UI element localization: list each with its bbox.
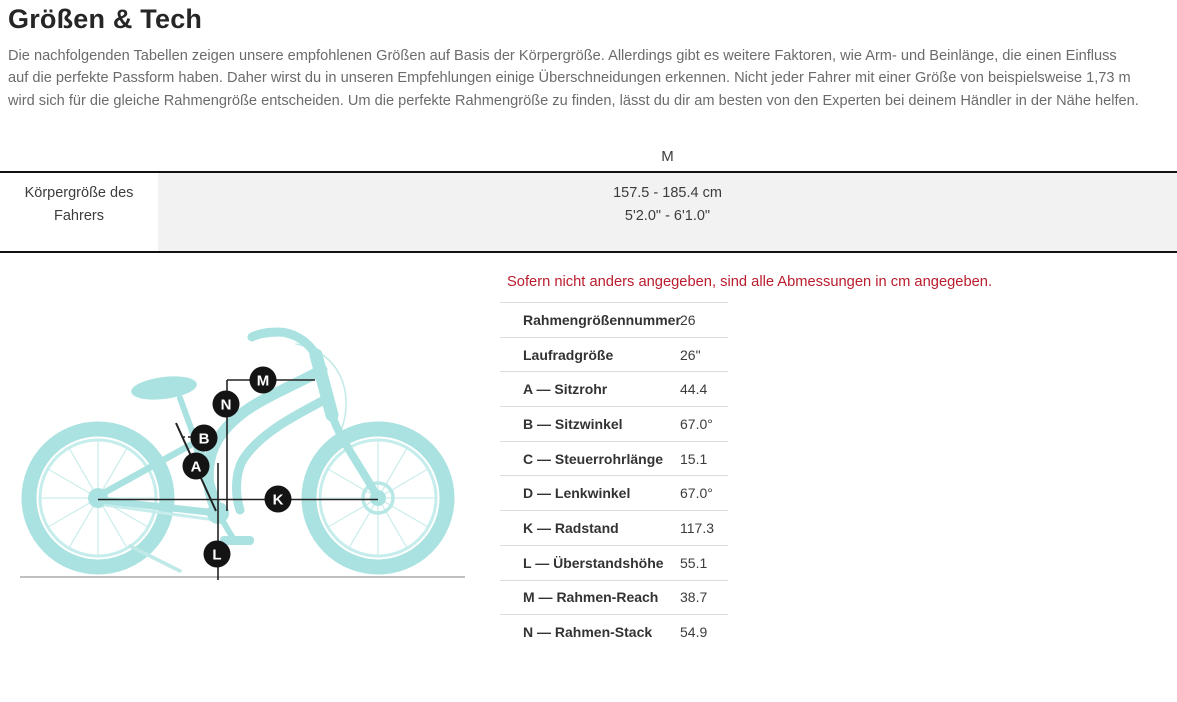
geometry-row-label: Laufradgröße: [523, 346, 614, 363]
rider-height-cm: 157.5 - 185.4 cm: [613, 185, 722, 201]
geometry-row-label: K — Radstand: [523, 519, 619, 536]
geometry-row-value: 55.1: [680, 554, 708, 571]
bike-silhouette: [21, 327, 455, 575]
geometry-row-value: 67.0°: [680, 415, 713, 432]
table-row: M — Rahmen-Reach 38.7: [500, 579, 728, 615]
geometry-row-label: M — Rahmen-Reach: [523, 589, 659, 606]
measurement-badges: M N B A K L: [182, 366, 292, 568]
table-row: N — Rahmen-Stack 54.9: [500, 614, 728, 649]
geometry-row-label: Rahmengrößennummer: [523, 311, 681, 328]
geometry-row-label: N — Rahmen-Stack: [523, 624, 653, 641]
geometry-row-value: 26: [680, 311, 696, 328]
table-row: L — Überstandshöhe 55.1: [500, 544, 728, 580]
intro-paragraph: Die nachfolgenden Tabellen zeigen unsere…: [8, 48, 1139, 109]
table-row: A — Sitzrohr 44.4: [500, 371, 728, 406]
table-row: B — Sitzwinkel 67.0°: [500, 406, 728, 441]
geometry-row-value: 38.7: [680, 589, 708, 606]
badge-a: A: [191, 459, 202, 476]
size-column-header: M: [661, 147, 674, 165]
geometry-row-label: B — Sitzwinkel: [523, 415, 623, 432]
rider-size-table-header: M: [0, 141, 1177, 171]
geometry-row-label: C — Steuerrohrlänge: [523, 450, 664, 467]
table-row: C — Steuerrohrlänge 15.1: [500, 440, 728, 476]
rider-size-table: M Körpergröße des Fahrers 157.5 - 185.4 …: [0, 141, 1177, 253]
geometry-row-value: 67.0°: [680, 485, 713, 502]
rider-height-value: 157.5 - 185.4 cm 5'2.0" - 6'1.0": [158, 173, 1177, 251]
badge-b: B: [199, 431, 210, 448]
geometry-row-label: D — Lenkwinkel: [523, 485, 631, 502]
table-row: D — Lenkwinkel 67.0°: [500, 475, 728, 510]
badge-n: N: [221, 397, 232, 414]
bike-geometry-diagram: M N B A K L: [20, 327, 465, 580]
geometry-row-value: 117.3: [680, 519, 714, 536]
table-row: Rahmengrößennummer 26: [500, 302, 728, 337]
table-row: K — Radstand 117.3: [500, 510, 728, 545]
table-row: Laufradgröße 26": [500, 336, 728, 372]
geometry-row-value: 54.9: [680, 624, 708, 641]
rider-height-inches: 5'2.0" - 6'1.0": [624, 208, 711, 224]
badge-m: M: [257, 373, 270, 390]
geometry-row-value: 15.1: [680, 450, 708, 467]
page-title: Größen & Tech: [8, 4, 203, 34]
geometry-row-label: L — Überstandshöhe: [523, 554, 664, 571]
geometry-row-label: A — Sitzrohr: [523, 381, 608, 398]
units-note: Sofern nicht anders angegeben, sind alle…: [507, 274, 993, 290]
table-row: Körpergröße des Fahrers 157.5 - 185.4 cm…: [0, 171, 1177, 253]
geometry-row-value: 44.4: [680, 381, 708, 398]
badge-k: K: [273, 492, 284, 509]
geometry-table: Rahmengrößennummer 26 Laufradgröße 26" A…: [500, 302, 728, 649]
badge-l: L: [212, 547, 221, 564]
rider-height-label: Körpergröße des Fahrers: [0, 173, 158, 251]
geometry-row-value: 26": [680, 346, 701, 363]
